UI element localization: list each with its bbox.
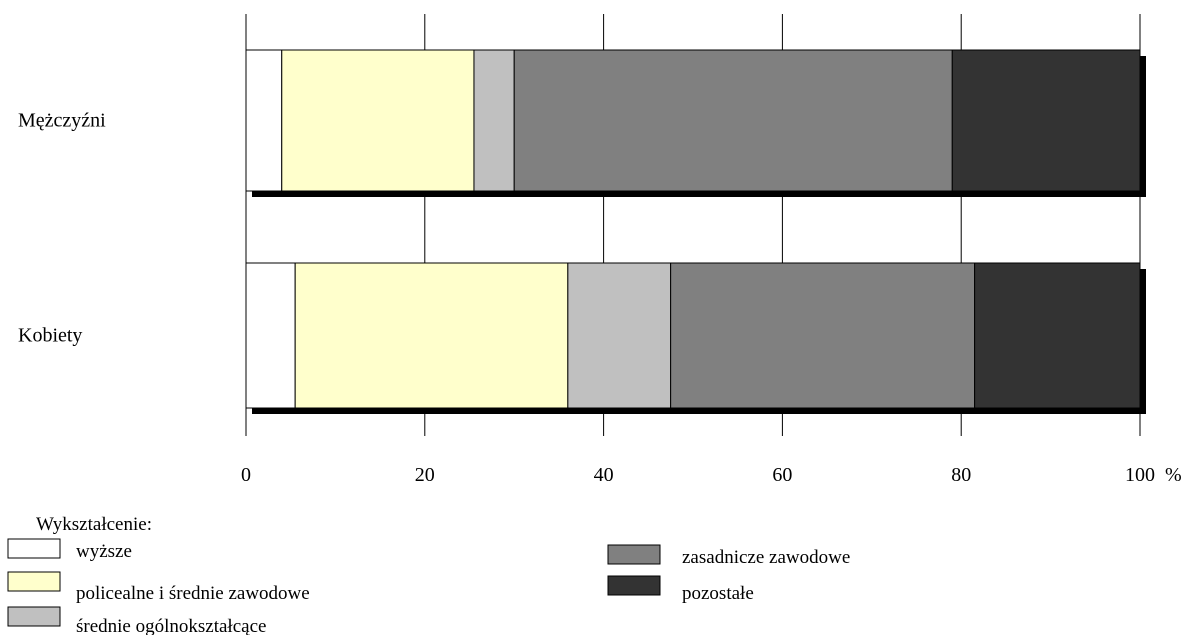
stacked-bars: [245, 49, 1146, 414]
bar-segment-women-2: [567, 262, 672, 409]
x-tick-label-20: 20: [415, 464, 435, 486]
bar-segment-women-3: [670, 262, 976, 409]
legend-swatch-0: [7, 538, 61, 559]
bar-segment-women-4: [974, 262, 1141, 409]
legend-label-4: pozostałe: [682, 583, 754, 604]
bar-segment-men-4: [951, 49, 1141, 192]
legend-title: Wykształcenie:: [36, 514, 152, 535]
x-tick-label-60: 60: [772, 464, 792, 486]
axis-labels: Mężczyźni Kobiety 0 20 40 60 80 100%: [18, 110, 1182, 487]
legend-label-2: średnie ogólnokształcące: [76, 616, 266, 635]
legend-swatch-4: [607, 575, 661, 596]
category-label-men: Mężczyźni: [18, 110, 106, 132]
bar-segment-women-0: [245, 262, 296, 409]
bar-segment-men-0: [245, 49, 283, 192]
category-label-women: Kobiety: [18, 325, 82, 347]
x-tick-label-0: 0: [241, 464, 251, 486]
legend-label-3: zasadnicze zawodowe: [682, 547, 850, 568]
legend-swatch-3: [607, 544, 661, 565]
x-tick-label-40: 40: [594, 464, 614, 486]
legend: Wykształcenie: wyższe policealne i średnie…: [7, 514, 850, 635]
legend-swatch-2: [7, 606, 61, 627]
x-tick-label-100: 100: [1125, 464, 1155, 486]
bar-segment-women-1: [294, 262, 569, 409]
x-tick-label-80: 80: [951, 464, 971, 486]
bar-segment-men-3: [513, 49, 953, 192]
bar-segment-men-2: [473, 49, 515, 192]
bar-segment-men-1: [281, 49, 475, 192]
legend-label-1: policealne i średnie zawodowe: [76, 583, 310, 604]
x-unit-label: %: [1165, 464, 1182, 486]
legend-label-0: wyższe: [76, 541, 132, 562]
legend-swatch-1: [7, 571, 61, 592]
